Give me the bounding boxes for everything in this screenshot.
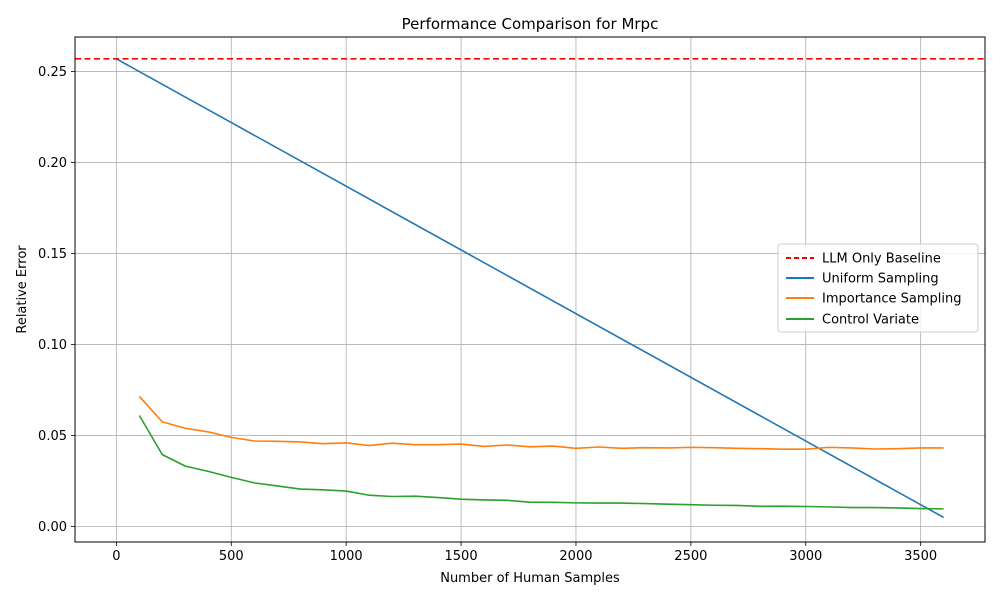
legend-box — [777, 243, 979, 333]
x-tick-label: 1000 — [330, 549, 363, 564]
legend-label-importance: Importance Sampling — [822, 292, 961, 307]
x-tick-label: 2500 — [674, 549, 707, 564]
series-layer — [75, 58, 985, 519]
x-tick-label: 1500 — [445, 549, 478, 564]
y-axis-title: Relative Error — [15, 245, 30, 334]
y-tick-label: 0.00 — [38, 520, 67, 535]
x-tick-label: 3000 — [789, 549, 822, 564]
y-tick-label: 0.10 — [38, 338, 67, 353]
plot-frame — [74, 36, 986, 543]
x-tick-label: 0 — [112, 549, 120, 564]
grid — [75, 37, 985, 542]
y-ticks: 0.00 0.05 0.10 0.15 0.20 0.25 — [38, 65, 75, 535]
chart-title: Performance Comparison for Mrpc — [402, 15, 659, 33]
y-tick-label: 0.15 — [38, 247, 67, 262]
legend-label-baseline: LLM Only Baseline — [822, 252, 941, 267]
x-ticks: 0 500 1000 1500 2000 2500 3000 3500 — [112, 542, 937, 564]
legend: LLM Only Baseline Uniform Sampling Impor… — [777, 243, 979, 333]
x-tick-label: 3500 — [904, 549, 937, 564]
y-tick-label: 0.05 — [38, 429, 67, 444]
y-tick-label: 0.20 — [38, 156, 67, 171]
x-axis-title: Number of Human Samples — [440, 571, 620, 586]
x-tick-label: 2000 — [559, 549, 592, 564]
x-tick-label: 500 — [219, 549, 244, 564]
uniform-sampling-line — [115, 58, 945, 519]
control-variate-line — [138, 415, 944, 510]
importance-sampling-line — [138, 395, 944, 450]
legend-label-control: Control Variate — [822, 313, 919, 328]
legend-label-uniform: Uniform Sampling — [822, 272, 939, 287]
y-tick-label: 0.25 — [38, 65, 67, 80]
